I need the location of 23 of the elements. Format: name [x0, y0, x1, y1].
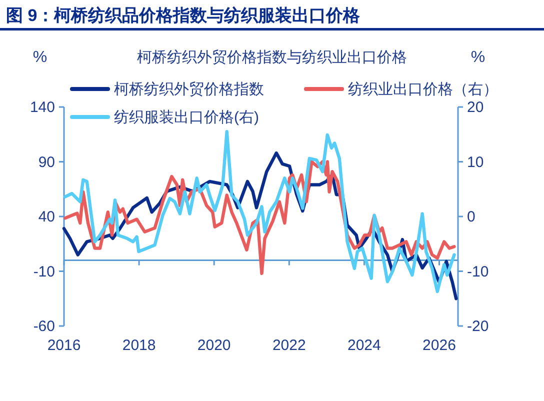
- y-tick-label: 90: [38, 154, 55, 171]
- y2-tick-label: 20: [467, 99, 484, 116]
- y-axis-title: %: [32, 49, 48, 66]
- x-tick-label: 2016: [47, 337, 81, 354]
- legend-label: 纺织服装出口价格(右): [114, 109, 259, 126]
- y2-tick-label: 0: [467, 208, 476, 226]
- y2-tick-label: -20: [467, 318, 489, 335]
- chart-title: 图 9：柯桥纺织品价格指数与纺织服装出口价格: [6, 6, 362, 25]
- y2-axis-title: %: [470, 49, 486, 66]
- y2-tick-label: 10: [467, 154, 484, 171]
- y-tick-label: -60: [33, 318, 55, 335]
- x-tick-label: 2024: [348, 337, 381, 354]
- y2-tick-label: -10: [467, 263, 489, 280]
- x-tick-label: 2020: [197, 337, 231, 354]
- legend-label: 柯桥纺织外贸价格指数: [114, 81, 264, 98]
- y-tick-label: 140: [30, 99, 55, 116]
- chart-subtitle: 柯桥纺织外贸价格指数与纺织业出口价格: [137, 49, 407, 66]
- x-tick-label: 2018: [122, 337, 156, 354]
- y-tick-label: 40: [38, 208, 55, 226]
- x-tick-label: 2022: [272, 337, 306, 354]
- legend-label: 纺织业出口价格（右）: [348, 81, 498, 98]
- x-tick-label: 2026: [422, 337, 456, 354]
- y-tick-label: -10: [33, 263, 55, 280]
